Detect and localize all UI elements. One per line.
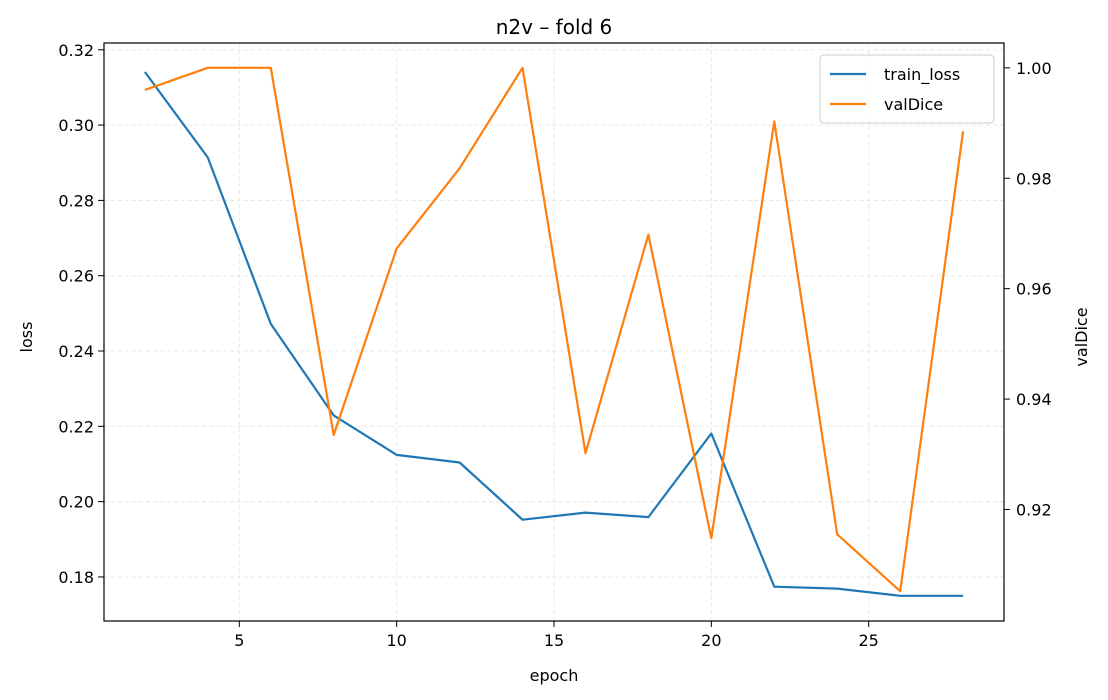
legend-label-valdice: valDice bbox=[884, 95, 943, 114]
y-left-tick-label: 0.26 bbox=[58, 267, 94, 286]
x-tick-label: 25 bbox=[859, 631, 879, 650]
x-tick-label: 20 bbox=[701, 631, 721, 650]
y-left-tick-label: 0.22 bbox=[58, 417, 94, 436]
y-left-tick-label: 0.30 bbox=[58, 116, 94, 135]
y-left-tick-label: 0.18 bbox=[58, 568, 94, 587]
y-axis-left-label: loss bbox=[17, 322, 36, 353]
y-left-tick-label: 0.28 bbox=[58, 191, 94, 210]
legend-label-train-loss: train_loss bbox=[884, 65, 960, 85]
series-layer bbox=[144, 66, 965, 597]
series-line-valdice bbox=[144, 66, 965, 593]
x-axis: 5 10 15 20 25 bbox=[234, 621, 879, 650]
y-left-tick-label: 0.24 bbox=[58, 342, 94, 361]
x-tick-label: 10 bbox=[386, 631, 406, 650]
series-line-train-loss bbox=[144, 71, 964, 597]
y-axis-right-label: valDice bbox=[1072, 307, 1091, 366]
y-right-tick-label: 0.92 bbox=[1016, 500, 1052, 519]
x-axis-label: epoch bbox=[530, 666, 579, 685]
x-tick-label: 5 bbox=[234, 631, 244, 650]
y-right-tick-label: 0.94 bbox=[1016, 390, 1052, 409]
y-right-tick-label: 1.00 bbox=[1016, 59, 1052, 78]
legend: train_loss valDice bbox=[819, 54, 995, 124]
y-right-tick-label: 0.96 bbox=[1016, 280, 1052, 299]
legend-box bbox=[819, 54, 995, 124]
chart-title: n2v – fold 6 bbox=[496, 15, 613, 39]
y-axis-left: 0.18 0.20 0.22 0.24 0.26 0.28 0.30 0.32 bbox=[58, 41, 104, 587]
grid bbox=[104, 43, 1004, 621]
y-axis-right: 0.92 0.94 0.96 0.98 1.00 bbox=[1004, 59, 1052, 519]
x-tick-label: 15 bbox=[544, 631, 564, 650]
y-left-tick-label: 0.32 bbox=[58, 41, 94, 60]
y-right-tick-label: 0.98 bbox=[1016, 169, 1052, 188]
y-left-tick-label: 0.20 bbox=[58, 493, 94, 512]
